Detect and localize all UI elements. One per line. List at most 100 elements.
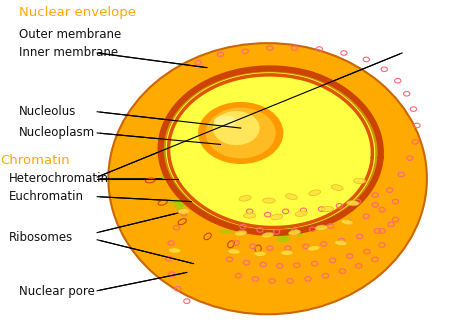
Ellipse shape xyxy=(280,221,297,227)
Ellipse shape xyxy=(273,226,286,230)
Ellipse shape xyxy=(308,246,320,251)
Ellipse shape xyxy=(295,230,303,236)
Ellipse shape xyxy=(273,82,282,87)
Ellipse shape xyxy=(245,107,250,112)
Ellipse shape xyxy=(254,251,266,256)
Ellipse shape xyxy=(355,146,364,149)
Ellipse shape xyxy=(174,203,183,209)
Ellipse shape xyxy=(285,194,297,199)
Ellipse shape xyxy=(310,117,317,119)
Ellipse shape xyxy=(356,118,367,124)
Ellipse shape xyxy=(270,214,283,220)
Ellipse shape xyxy=(201,98,209,104)
Ellipse shape xyxy=(359,154,370,156)
Text: Euchromatin: Euchromatin xyxy=(9,190,84,203)
Ellipse shape xyxy=(213,111,260,145)
Ellipse shape xyxy=(317,216,334,220)
Ellipse shape xyxy=(239,195,251,201)
Ellipse shape xyxy=(334,240,347,246)
Ellipse shape xyxy=(280,84,298,87)
Ellipse shape xyxy=(308,132,315,135)
Ellipse shape xyxy=(340,201,352,205)
Text: Nucleoplasm: Nucleoplasm xyxy=(18,127,95,139)
Ellipse shape xyxy=(263,198,275,203)
Ellipse shape xyxy=(293,157,297,161)
Ellipse shape xyxy=(220,166,230,167)
Ellipse shape xyxy=(261,233,274,238)
Text: Chromatin: Chromatin xyxy=(1,154,70,167)
Ellipse shape xyxy=(299,169,308,172)
Polygon shape xyxy=(166,73,374,229)
Text: Heterochromatin: Heterochromatin xyxy=(9,172,109,185)
Ellipse shape xyxy=(179,176,185,180)
Ellipse shape xyxy=(337,191,350,198)
Ellipse shape xyxy=(233,224,240,229)
Ellipse shape xyxy=(177,209,190,214)
Ellipse shape xyxy=(161,173,178,180)
Ellipse shape xyxy=(310,92,322,98)
Ellipse shape xyxy=(219,230,233,234)
Ellipse shape xyxy=(348,112,361,118)
Ellipse shape xyxy=(321,206,333,212)
Ellipse shape xyxy=(145,178,155,183)
Ellipse shape xyxy=(197,212,207,215)
Ellipse shape xyxy=(202,175,211,178)
Ellipse shape xyxy=(312,211,327,217)
Polygon shape xyxy=(166,73,374,229)
Ellipse shape xyxy=(366,150,384,155)
Ellipse shape xyxy=(204,233,211,240)
Ellipse shape xyxy=(346,125,362,130)
Ellipse shape xyxy=(281,250,293,256)
Ellipse shape xyxy=(108,43,427,314)
Text: Nucleolus: Nucleolus xyxy=(18,105,76,118)
Text: Outer membrane: Outer membrane xyxy=(18,29,121,41)
Ellipse shape xyxy=(234,231,247,236)
Text: Inner membrane: Inner membrane xyxy=(18,47,118,59)
Ellipse shape xyxy=(315,225,328,230)
Ellipse shape xyxy=(295,211,307,216)
Ellipse shape xyxy=(248,80,262,87)
Ellipse shape xyxy=(353,178,366,184)
Ellipse shape xyxy=(168,171,183,174)
Ellipse shape xyxy=(209,210,228,217)
Ellipse shape xyxy=(292,226,303,233)
Ellipse shape xyxy=(346,189,360,195)
Ellipse shape xyxy=(198,108,207,116)
Ellipse shape xyxy=(306,83,317,88)
Ellipse shape xyxy=(230,166,234,170)
Ellipse shape xyxy=(228,241,234,248)
Ellipse shape xyxy=(266,103,273,106)
Ellipse shape xyxy=(235,134,245,137)
Ellipse shape xyxy=(186,196,201,203)
Ellipse shape xyxy=(165,200,184,204)
Ellipse shape xyxy=(206,108,276,158)
Ellipse shape xyxy=(295,89,306,92)
Polygon shape xyxy=(168,75,373,228)
Ellipse shape xyxy=(365,178,371,182)
Ellipse shape xyxy=(285,151,296,153)
Ellipse shape xyxy=(347,129,353,134)
Polygon shape xyxy=(161,69,381,233)
Ellipse shape xyxy=(346,200,359,206)
Ellipse shape xyxy=(224,86,239,91)
Ellipse shape xyxy=(356,165,364,173)
Ellipse shape xyxy=(193,100,203,107)
Ellipse shape xyxy=(331,185,343,190)
Text: Ribosomes: Ribosomes xyxy=(9,231,73,244)
Ellipse shape xyxy=(288,145,293,147)
Ellipse shape xyxy=(182,191,200,199)
Ellipse shape xyxy=(339,205,355,213)
Ellipse shape xyxy=(309,190,321,195)
Ellipse shape xyxy=(228,249,240,254)
Ellipse shape xyxy=(339,192,351,198)
Text: Nuclear envelope: Nuclear envelope xyxy=(18,6,135,19)
Ellipse shape xyxy=(237,156,243,161)
Ellipse shape xyxy=(243,213,256,218)
Ellipse shape xyxy=(369,135,378,140)
Ellipse shape xyxy=(324,101,334,106)
Ellipse shape xyxy=(279,79,287,86)
Ellipse shape xyxy=(304,226,319,230)
Ellipse shape xyxy=(235,83,249,87)
Ellipse shape xyxy=(341,219,353,225)
Ellipse shape xyxy=(169,133,183,138)
